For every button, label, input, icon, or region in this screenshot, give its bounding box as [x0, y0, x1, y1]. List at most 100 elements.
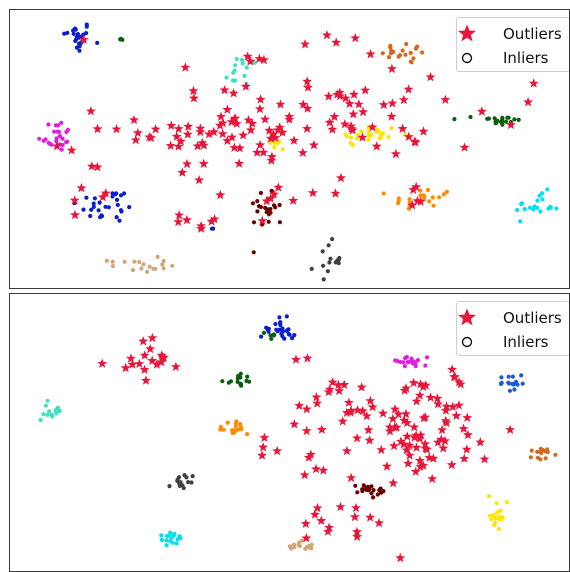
inlier-point — [56, 405, 61, 410]
outlier-point — [462, 412, 473, 422]
outlier-point — [322, 30, 332, 40]
outlier-point — [238, 130, 249, 140]
outlier-point — [418, 126, 429, 136]
outlier-point — [195, 123, 206, 133]
inlier-point — [231, 70, 236, 75]
inlier-point — [296, 542, 301, 547]
outlier-point — [408, 377, 419, 388]
inlier-point — [71, 31, 76, 36]
outlier-point — [188, 85, 199, 96]
inlier-point — [178, 480, 183, 485]
outlier-point — [323, 91, 334, 101]
outlier-point — [323, 526, 333, 536]
inlier-point — [408, 50, 413, 56]
outlier-point — [324, 384, 335, 394]
inlier-point — [279, 331, 284, 336]
outlier-point — [436, 434, 447, 444]
outlier-point — [147, 355, 158, 365]
inlier-point — [175, 478, 180, 483]
outlier-point — [195, 126, 206, 137]
outlier-point — [92, 162, 103, 172]
inlier-point — [441, 192, 446, 197]
inlier-point — [516, 117, 521, 122]
inlier-point — [221, 427, 226, 432]
inlier-point — [353, 483, 358, 488]
outlier-point — [261, 196, 272, 206]
outlier-point — [183, 121, 194, 131]
outlier-point — [390, 148, 401, 159]
inlier-point — [225, 420, 230, 425]
outlier-point — [505, 119, 516, 130]
inlier-point — [240, 61, 245, 66]
outlier-point — [219, 85, 230, 95]
outlier-point — [327, 377, 338, 387]
inlier-point — [512, 117, 517, 122]
inlier-point — [538, 457, 543, 462]
inlier-point — [104, 258, 109, 263]
outlier-point — [312, 398, 323, 408]
inlier-point — [59, 147, 64, 152]
outlier-point — [215, 189, 226, 200]
outlier-point — [311, 392, 322, 402]
inlier-point — [62, 31, 67, 36]
outlier-point — [302, 76, 313, 86]
inlier-point — [411, 56, 416, 61]
inlier-point — [65, 127, 71, 132]
outlier-point — [454, 400, 464, 410]
inlier-point — [97, 200, 102, 205]
inlier-point — [545, 187, 550, 192]
outlier-point — [92, 123, 103, 134]
outlier-point — [268, 129, 279, 139]
inlier-point — [420, 50, 425, 55]
outlier-point — [86, 106, 96, 116]
outlier-point — [388, 478, 399, 488]
inlier-point — [506, 374, 511, 379]
outlier-point — [477, 106, 487, 116]
inlier-point — [499, 118, 505, 123]
outlier-point — [402, 431, 413, 441]
inlier-point — [264, 209, 269, 215]
inlier-point — [398, 359, 403, 365]
outlier-point — [69, 195, 80, 205]
inlier-point — [498, 381, 504, 386]
inlier-point — [423, 363, 428, 368]
outlier-point — [307, 187, 318, 198]
circle-icon — [461, 336, 473, 348]
inlier-point — [43, 137, 48, 142]
outlier-point — [425, 392, 436, 402]
inlier-point — [45, 398, 50, 403]
inlier-point — [271, 203, 277, 208]
outlier-point — [365, 512, 376, 522]
inlier-point — [504, 500, 509, 505]
legend-entry-inliers: Inliers — [457, 47, 569, 69]
outlier-point — [182, 129, 193, 139]
inlier-point — [444, 189, 449, 195]
outlier-point — [255, 139, 266, 150]
outlier-point — [346, 405, 357, 415]
outlier-point — [382, 461, 392, 471]
outlier-point — [356, 382, 367, 392]
inlier-point — [330, 237, 335, 242]
inlier-point — [280, 147, 285, 152]
inlier-point — [220, 379, 225, 384]
inlier-point — [519, 201, 525, 206]
inlier-point — [359, 129, 364, 134]
inlier-point — [540, 197, 545, 202]
outlier-point — [222, 104, 233, 114]
outlier-point — [197, 137, 208, 148]
inlier-point — [91, 204, 96, 209]
inlier-point — [375, 492, 380, 497]
outlier-point — [386, 111, 397, 121]
outlier-point — [350, 32, 361, 43]
inlier-point — [77, 48, 82, 53]
inlier-point — [355, 136, 360, 141]
inlier-point — [176, 475, 182, 480]
inlier-point — [486, 494, 492, 499]
inlier-point — [235, 379, 240, 384]
outlier-point — [166, 120, 177, 130]
outlier-point — [324, 522, 335, 532]
outlier-point — [440, 415, 451, 426]
inlier-point — [404, 354, 409, 360]
outlier-point — [264, 125, 275, 135]
inlier-point — [401, 360, 406, 365]
